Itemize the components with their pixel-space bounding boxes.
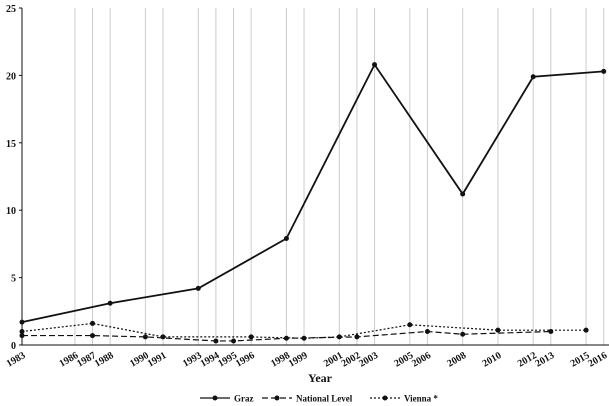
x-axis-label: Year [308, 371, 333, 385]
point [283, 335, 289, 341]
legend-marker [382, 395, 388, 401]
x-tick-label: 1999 [287, 350, 310, 370]
point [424, 329, 430, 335]
point [142, 334, 148, 340]
x-tick-label: 1988 [93, 350, 116, 370]
y-tick-label: 5 [11, 274, 16, 285]
y-tick-label: 15 [6, 139, 16, 150]
point [354, 334, 360, 340]
point [372, 62, 378, 68]
x-tick-label: 1996 [234, 350, 257, 370]
x-tick-label: 1991 [146, 350, 169, 370]
y-tick-label: 25 [6, 4, 16, 15]
x-tick-label: 2003 [357, 350, 380, 370]
y-tick-label: 10 [6, 206, 16, 217]
x-tick-label: 2006 [410, 350, 433, 370]
series-line [21, 62, 604, 323]
point [301, 335, 307, 341]
point [283, 236, 289, 242]
point [19, 333, 25, 339]
point [583, 327, 589, 333]
point [231, 338, 237, 344]
point [19, 329, 25, 335]
x-tick-label: 2016 [586, 350, 609, 370]
point [530, 74, 536, 80]
point [248, 334, 254, 340]
legend-label: Vienna * [404, 394, 438, 404]
point [336, 334, 342, 340]
point [495, 327, 501, 333]
series-line [22, 330, 551, 342]
point [460, 191, 466, 197]
point [213, 338, 219, 344]
point [407, 322, 413, 328]
point [195, 285, 201, 291]
y-tick-label: 20 [6, 71, 16, 82]
legend-label: Graz [234, 394, 254, 404]
legend-label: National Level [296, 394, 353, 404]
point [160, 334, 166, 340]
y-tick-label: 0 [11, 341, 16, 352]
point [107, 300, 113, 306]
x-tick-label: 1983 [5, 350, 28, 370]
point [460, 331, 466, 337]
x-tick-label: 2010 [481, 350, 504, 370]
x-tick-label: 2013 [534, 350, 557, 370]
legend-marker [274, 395, 280, 401]
x-tick-label: 2008 [445, 350, 468, 370]
point [90, 320, 96, 326]
point [601, 68, 607, 74]
series-line [21, 322, 587, 339]
point [19, 319, 25, 325]
point [90, 333, 96, 339]
legend-marker [212, 395, 218, 401]
